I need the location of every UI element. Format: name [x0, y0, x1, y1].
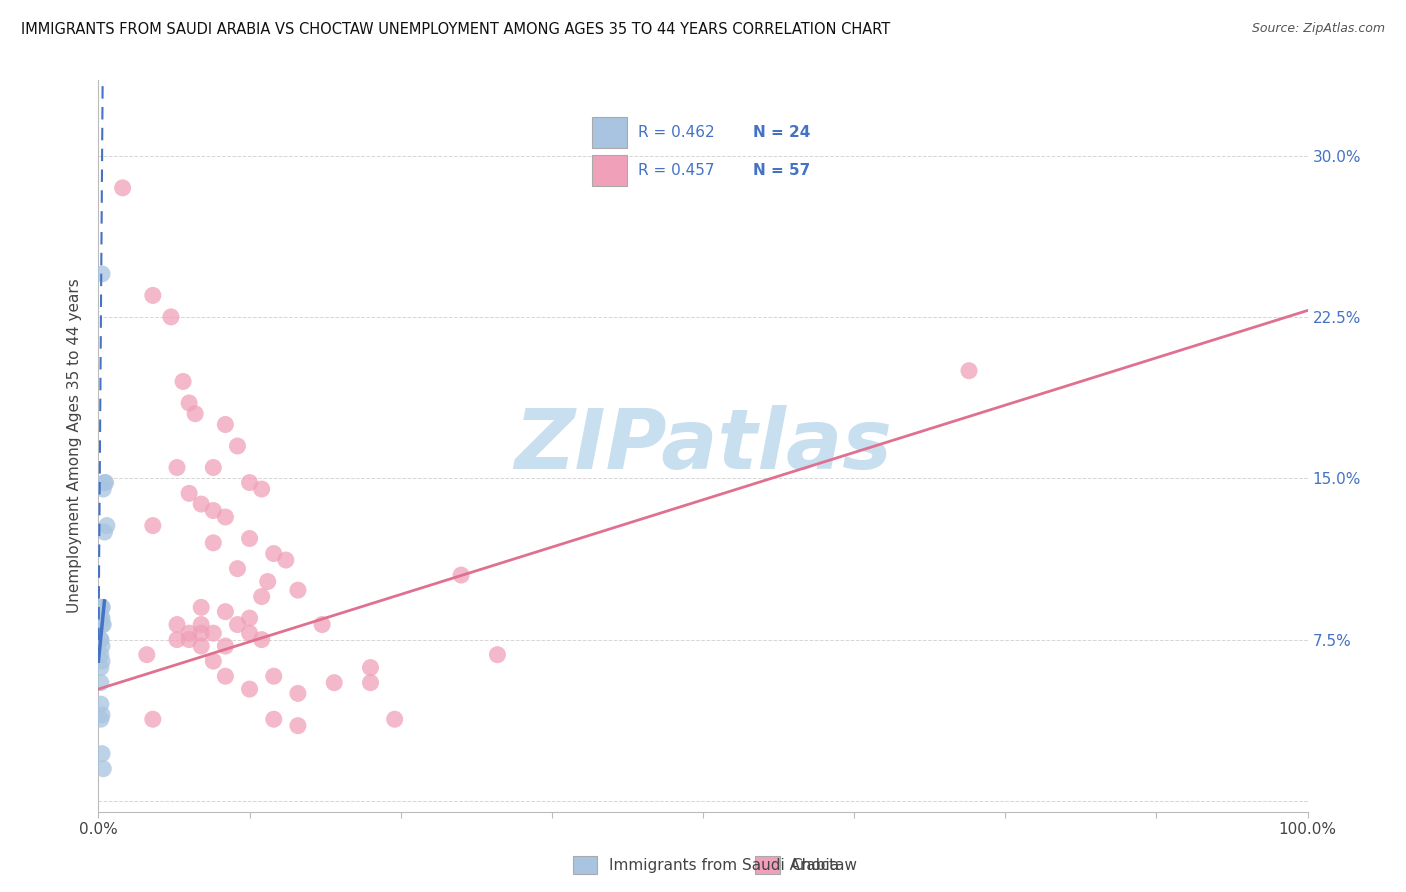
- Point: [90, 697, 112, 711]
- Point: [214, 417, 236, 432]
- Bar: [592, 155, 627, 186]
- Text: R = 0.462: R = 0.462: [638, 125, 714, 140]
- Point: [250, 632, 273, 647]
- Point: [91, 611, 114, 625]
- Point: [323, 675, 346, 690]
- Point: [202, 460, 225, 475]
- Point: [287, 719, 309, 733]
- Point: [256, 574, 278, 589]
- Point: [226, 561, 249, 575]
- Point: [486, 648, 509, 662]
- Point: [190, 626, 212, 640]
- Bar: [572, 856, 598, 874]
- Point: [190, 497, 212, 511]
- Point: [91, 654, 114, 668]
- Text: Source: ZipAtlas.com: Source: ZipAtlas.com: [1251, 22, 1385, 36]
- Point: [190, 600, 212, 615]
- Point: [142, 712, 165, 726]
- Text: N = 57: N = 57: [754, 163, 811, 178]
- Point: [250, 590, 273, 604]
- Point: [91, 267, 114, 281]
- Point: [91, 707, 114, 722]
- Point: [360, 660, 382, 674]
- Point: [166, 617, 188, 632]
- Point: [166, 632, 188, 647]
- Point: [90, 632, 112, 647]
- Point: [91, 639, 114, 653]
- Point: [202, 503, 225, 517]
- Bar: [592, 117, 627, 148]
- Point: [90, 675, 112, 690]
- Point: [239, 611, 262, 625]
- Point: [311, 617, 333, 632]
- Text: R = 0.457: R = 0.457: [638, 163, 714, 178]
- Point: [190, 639, 212, 653]
- Point: [957, 364, 980, 378]
- Point: [239, 626, 262, 640]
- Point: [90, 660, 112, 674]
- Point: [177, 632, 201, 647]
- Point: [263, 669, 285, 683]
- Text: Choctaw: Choctaw: [792, 858, 858, 872]
- Point: [91, 600, 114, 615]
- Point: [90, 712, 112, 726]
- Point: [91, 747, 114, 761]
- Point: [96, 518, 118, 533]
- Point: [239, 532, 262, 546]
- Point: [91, 617, 114, 632]
- Point: [226, 617, 249, 632]
- Point: [91, 600, 114, 615]
- Point: [90, 632, 112, 647]
- Point: [91, 617, 114, 632]
- Text: IMMIGRANTS FROM SAUDI ARABIA VS CHOCTAW UNEMPLOYMENT AMONG AGES 35 TO 44 YEARS C: IMMIGRANTS FROM SAUDI ARABIA VS CHOCTAW …: [21, 22, 890, 37]
- Point: [239, 475, 262, 490]
- Point: [190, 617, 212, 632]
- Point: [166, 460, 188, 475]
- Point: [91, 482, 114, 496]
- Point: [450, 568, 472, 582]
- Point: [177, 486, 201, 500]
- Point: [239, 682, 262, 697]
- Point: [184, 407, 207, 421]
- Point: [202, 536, 225, 550]
- Point: [90, 611, 112, 625]
- Point: [177, 626, 201, 640]
- Point: [142, 288, 165, 302]
- Text: Immigrants from Saudi Arabia: Immigrants from Saudi Arabia: [609, 858, 839, 872]
- Point: [384, 712, 406, 726]
- Point: [93, 524, 115, 539]
- Point: [142, 518, 165, 533]
- Point: [360, 675, 382, 690]
- Point: [135, 648, 157, 662]
- Point: [94, 475, 117, 490]
- Point: [263, 712, 285, 726]
- Point: [274, 553, 297, 567]
- Point: [214, 605, 236, 619]
- Point: [287, 583, 309, 598]
- Point: [172, 375, 194, 389]
- Point: [91, 762, 114, 776]
- Point: [202, 654, 225, 668]
- Point: [287, 686, 309, 700]
- Text: ZIPatlas: ZIPatlas: [515, 406, 891, 486]
- Bar: [755, 856, 780, 874]
- Point: [226, 439, 249, 453]
- Point: [111, 181, 134, 195]
- Point: [214, 510, 236, 524]
- Point: [202, 626, 225, 640]
- Point: [250, 482, 273, 496]
- Y-axis label: Unemployment Among Ages 35 to 44 years: Unemployment Among Ages 35 to 44 years: [66, 278, 82, 614]
- Point: [177, 396, 201, 410]
- Point: [214, 639, 236, 653]
- Point: [93, 475, 115, 490]
- Point: [263, 547, 285, 561]
- Point: [214, 669, 236, 683]
- Text: N = 24: N = 24: [754, 125, 811, 140]
- Point: [90, 648, 112, 662]
- Point: [160, 310, 183, 324]
